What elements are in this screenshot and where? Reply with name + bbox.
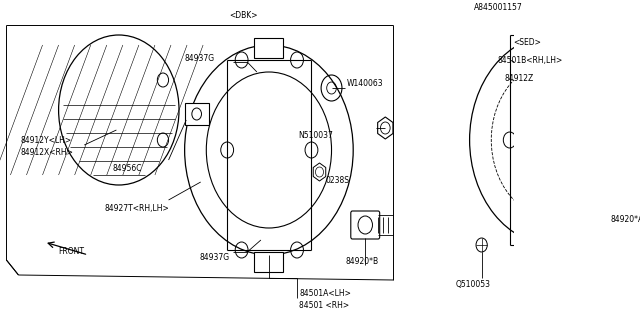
FancyBboxPatch shape <box>351 211 380 239</box>
Text: 84920*B: 84920*B <box>345 258 378 267</box>
Text: 84937G: 84937G <box>199 252 229 261</box>
FancyBboxPatch shape <box>255 252 284 272</box>
Text: 84920*A: 84920*A <box>610 215 640 225</box>
FancyBboxPatch shape <box>620 176 640 204</box>
Text: W140063: W140063 <box>347 78 383 87</box>
Text: <DBK>: <DBK> <box>228 11 257 20</box>
FancyBboxPatch shape <box>255 38 284 58</box>
Text: 84501 <RH>: 84501 <RH> <box>300 300 349 309</box>
Text: <SED>: <SED> <box>514 37 541 46</box>
Text: A845001157: A845001157 <box>474 3 522 12</box>
Text: 84912Y<LH>: 84912Y<LH> <box>20 135 71 145</box>
Text: 84937G: 84937G <box>184 53 215 62</box>
Text: 0238S: 0238S <box>325 175 349 185</box>
Text: N510037: N510037 <box>298 131 333 140</box>
Text: 84501A<LH>: 84501A<LH> <box>300 289 351 298</box>
FancyBboxPatch shape <box>184 103 209 125</box>
Text: Q510053: Q510053 <box>456 281 491 290</box>
Text: 84912Z: 84912Z <box>504 74 533 83</box>
Text: 84501B<RH,LH>: 84501B<RH,LH> <box>498 55 563 65</box>
Text: 84956C: 84956C <box>113 164 142 172</box>
Text: FRONT: FRONT <box>58 247 84 257</box>
Text: 84927T<RH,LH>: 84927T<RH,LH> <box>104 204 169 212</box>
Text: 84912X<RH>: 84912X<RH> <box>20 148 73 156</box>
